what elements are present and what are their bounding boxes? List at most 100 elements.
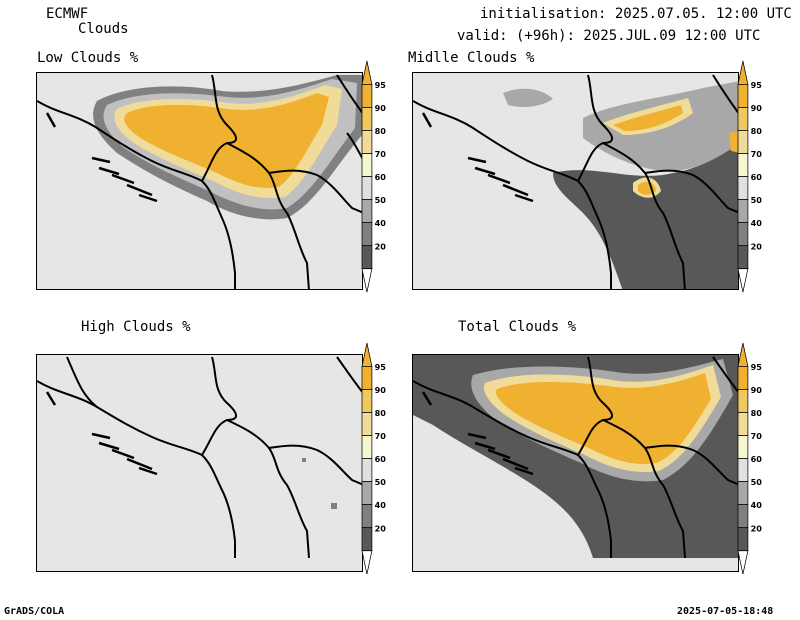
map-low-clouds <box>36 72 363 290</box>
cloud-field-dark <box>553 144 738 289</box>
colorbar-segment <box>737 84 749 108</box>
colorbar-top-arrow <box>361 60 373 85</box>
colorbar-tick-label: 40 <box>375 218 387 228</box>
colorbar-tick-label: 90 <box>375 103 387 113</box>
colorbar-segment <box>361 199 373 223</box>
colorbar-tick-label: 70 <box>751 431 763 441</box>
colorbar-segment <box>737 458 749 482</box>
colorbar-segment <box>737 366 749 390</box>
colorbar-segment <box>361 176 373 200</box>
colorbar-tick-label: 80 <box>375 408 387 418</box>
colorbar-tick-label: 80 <box>751 408 763 418</box>
colorbar-segment <box>361 504 373 529</box>
colorbar-segment <box>737 199 749 223</box>
colorbar-segment <box>737 527 749 552</box>
colorbar-segment <box>361 481 373 505</box>
colorbar-segment <box>737 504 749 529</box>
colorbar-tick-label: 95 <box>375 362 387 372</box>
colorbar-tick-label: 50 <box>751 477 763 487</box>
colorbar-segment <box>737 176 749 200</box>
colorbar-segment <box>361 130 373 154</box>
colorbar-tick-label: 50 <box>751 195 763 205</box>
panel-title-middle-clouds: Midlle Clouds % <box>408 50 535 66</box>
footer-timestamp: 2025-07-05-18:48 <box>677 606 774 617</box>
colorbar-top-arrow <box>737 342 749 367</box>
colorbar-bottom-arrow <box>361 550 373 575</box>
colorbar-bottom-arrow <box>737 550 749 575</box>
colorbar-segment <box>361 366 373 390</box>
map-middle-clouds <box>412 72 739 290</box>
colorbar-total-clouds: 95 90 80 70 60 50 40 20 <box>737 342 788 577</box>
colorbar-high-clouds: 95 90 80 70 60 50 40 20 <box>361 342 412 577</box>
colorbar-tick-label: 40 <box>375 500 387 510</box>
colorbar-tick-label: 20 <box>375 241 387 251</box>
colorbar-segment <box>361 107 373 131</box>
colorbar-segment <box>361 458 373 482</box>
colorbar-tick-label: 40 <box>751 500 763 510</box>
colorbar-segment <box>737 222 749 247</box>
product-name: Clouds <box>78 21 129 37</box>
panel-title-total-clouds: Total Clouds % <box>458 319 577 335</box>
colorbar-tick-label: 70 <box>375 149 387 159</box>
colorbar-segment <box>361 527 373 552</box>
colorbar-tick-label: 50 <box>375 195 387 205</box>
colorbar-tick-label: 80 <box>375 126 387 136</box>
colorbar-segment <box>737 412 749 436</box>
colorbar-tick-label: 95 <box>751 80 763 90</box>
cloud-field-core <box>124 93 329 189</box>
colorbar-tick-label: 70 <box>751 149 763 159</box>
cloud-field-core <box>613 105 738 195</box>
colorbar-tick-label: 60 <box>751 172 763 182</box>
colorbar-segment <box>361 389 373 413</box>
colorbar-middle-clouds: 95 90 80 70 60 50 40 20 <box>737 60 788 295</box>
colorbar-tick-label: 90 <box>751 103 763 113</box>
colorbar-segment <box>361 435 373 459</box>
border-lines <box>37 356 362 558</box>
colorbar-tick-label: 95 <box>751 362 763 372</box>
colorbar-segment <box>737 245 749 270</box>
island-marks <box>421 391 534 476</box>
colorbar-segment <box>361 245 373 270</box>
colorbar-tick-label: 70 <box>375 431 387 441</box>
colorbar-top-arrow <box>361 342 373 367</box>
colorbar-tick-label: 40 <box>751 218 763 228</box>
model-name: ECMWF <box>46 6 89 22</box>
island-marks <box>45 391 158 476</box>
colorbar-segment <box>361 153 373 177</box>
map-high-clouds <box>36 354 363 572</box>
panel-title-low-clouds: Low Clouds % <box>37 50 139 66</box>
colorbar-tick-label: 20 <box>375 523 387 533</box>
panel-title-high-clouds: High Clouds % <box>81 319 191 335</box>
colorbar-bottom-arrow <box>737 268 749 293</box>
colorbar-segment <box>361 84 373 108</box>
colorbar-tick-label: 60 <box>375 454 387 464</box>
initialisation-time: initialisation: 2025.07.05. 12:00 UTC <box>480 6 792 22</box>
colorbar-tick-label: 90 <box>751 385 763 395</box>
cloud-field-dark <box>302 458 337 509</box>
colorbar-segment <box>737 107 749 131</box>
island-marks <box>45 112 158 203</box>
colorbar-bottom-arrow <box>361 268 373 293</box>
colorbar-low-clouds: 95 90 80 70 60 50 40 20 <box>361 60 412 295</box>
colorbar-tick-label: 20 <box>751 241 763 251</box>
colorbar-segment <box>737 389 749 413</box>
colorbar-segment <box>737 130 749 154</box>
colorbar-top-arrow <box>737 60 749 85</box>
colorbar-tick-label: 90 <box>375 385 387 395</box>
colorbar-segment <box>737 435 749 459</box>
cloud-field-core <box>495 373 711 465</box>
island-marks <box>421 112 534 203</box>
colorbar-tick-label: 60 <box>375 172 387 182</box>
footer-software: GrADS/COLA <box>4 606 65 617</box>
colorbar-tick-label: 50 <box>375 477 387 487</box>
colorbar-segment <box>361 412 373 436</box>
colorbar-segment <box>737 153 749 177</box>
colorbar-segment <box>737 481 749 505</box>
valid-time: valid: (+96h): 2025.JUL.09 12:00 UTC <box>457 28 761 44</box>
colorbar-segment <box>361 222 373 247</box>
map-total-clouds <box>412 354 739 572</box>
colorbar-tick-label: 60 <box>751 454 763 464</box>
colorbar-tick-label: 95 <box>375 80 387 90</box>
colorbar-tick-label: 20 <box>751 523 763 533</box>
border-lines <box>413 74 738 289</box>
